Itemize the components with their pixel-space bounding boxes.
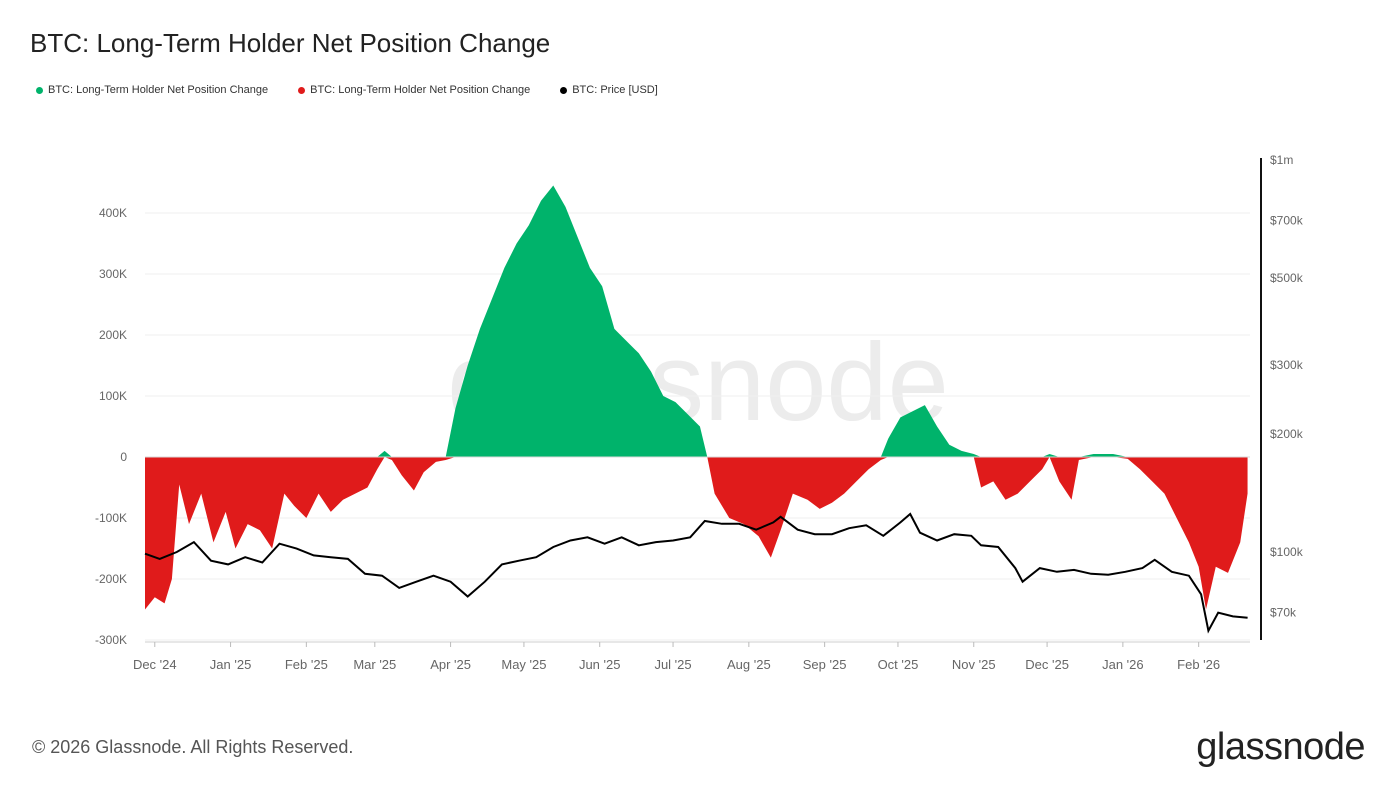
legend-label-positive: BTC: Long-Term Holder Net Position Chang… <box>48 84 269 96</box>
y-left-tick-label: 400K <box>99 206 127 220</box>
chart-title: BTC: Long-Term Holder Net Position Chang… <box>30 28 551 58</box>
y-right-tick-label: $70k <box>1270 606 1297 620</box>
x-tick-label: Nov '25 <box>952 657 996 672</box>
x-tick-label: Dec '25 <box>1025 657 1069 672</box>
legend-label-price: BTC: Price [USD] <box>572 84 658 96</box>
y-left-tick-label: -200K <box>95 572 127 586</box>
y-left-tick-label: 200K <box>99 328 127 342</box>
x-tick-label: Jun '25 <box>579 657 621 672</box>
brand-logo: glassnode <box>1196 726 1365 768</box>
legend-dot-negative <box>298 86 306 94</box>
y-right-tick-label: $200k <box>1270 427 1304 441</box>
x-tick-label: Feb '26 <box>1177 657 1220 672</box>
x-tick-label: Aug '25 <box>727 657 771 672</box>
x-tick-label: Feb '25 <box>285 657 328 672</box>
legend-dot-positive <box>36 86 43 94</box>
price-line-path <box>144 512 1248 634</box>
y-right-tick-label: $100k <box>1270 545 1304 559</box>
x-tick-label: Oct '25 <box>878 657 919 672</box>
legend-item-positive[interactable]: BTC: Long-Term Holder Net Position Chang… <box>36 84 268 96</box>
x-axis: Dec '24 Jan '25 Feb '25 Mar '25 Apr '25 May '… <box>133 642 1220 672</box>
copyright-footer: © 2026 Glassnode. All Rights Reserved. <box>32 737 354 757</box>
y-axis-left: 400K 300K 200K 100K 0 -100K -200K -300K <box>95 206 127 647</box>
legend-item-price[interactable]: BTC: Price [USD] <box>560 84 658 96</box>
x-tick-label: Jul '25 <box>654 657 691 672</box>
price-line <box>144 512 1248 634</box>
chart-legend: BTC: Long-Term Holder Net Position Chang… <box>36 84 658 96</box>
y-right-tick-label: $700k <box>1270 214 1304 228</box>
y-left-tick-label: 0 <box>120 450 127 464</box>
x-tick-label: Apr '25 <box>430 657 471 672</box>
x-tick-label: Jan '26 <box>1102 657 1144 672</box>
y-left-tick-label: 300K <box>99 267 127 281</box>
x-tick-label: Dec '24 <box>133 657 177 672</box>
y-right-tick-label: $500k <box>1270 271 1304 285</box>
y-axis-right: $1m $700k $500k $300k $200k $100k $70k <box>1270 153 1304 620</box>
x-tick-label: May '25 <box>501 657 546 672</box>
negative-area-path <box>145 457 1248 610</box>
legend-item-negative[interactable]: BTC: Long-Term Holder Net Position Chang… <box>298 84 530 96</box>
y-left-tick-label: -300K <box>95 633 127 647</box>
y-left-tick-label: -100K <box>95 511 127 525</box>
legend-dot-price <box>560 86 568 94</box>
negative-area <box>145 457 1248 610</box>
y-right-tick-label: $1m <box>1270 153 1293 167</box>
legend-label-negative: BTC: Long-Term Holder Net Position Chang… <box>310 84 531 96</box>
x-tick-label: Jan '25 <box>210 657 252 672</box>
y-right-tick-label: $300k <box>1270 358 1304 372</box>
y-left-tick-label: 100K <box>99 389 127 403</box>
x-tick-label: Mar '25 <box>353 657 396 672</box>
x-tick-label: Sep '25 <box>803 657 847 672</box>
